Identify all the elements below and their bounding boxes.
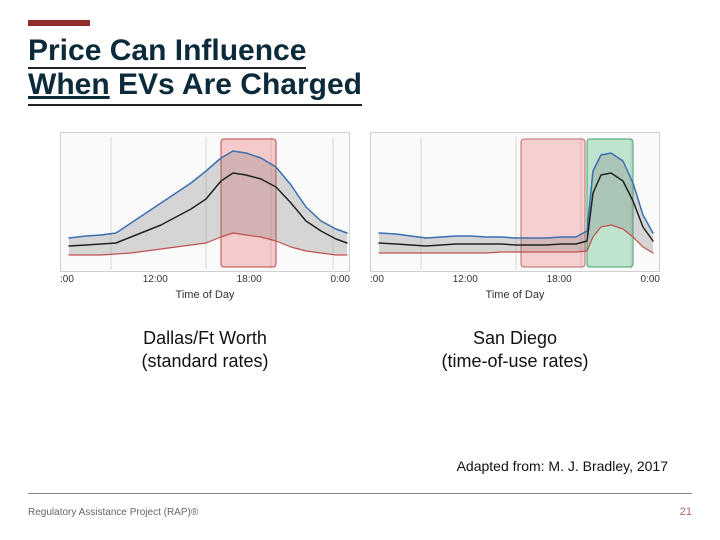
title-line1: Price Can Influence bbox=[28, 34, 306, 69]
tick: 18:00 bbox=[237, 274, 262, 285]
tick: :00 bbox=[370, 274, 384, 285]
label-line: Dallas/Ft Worth bbox=[143, 328, 267, 348]
title-rest: EVs Are Charged bbox=[110, 68, 362, 101]
chart-right-wrap: :00 12:00 18:00 0:00 Time of Day San Die… bbox=[370, 132, 660, 372]
chart-right bbox=[370, 132, 660, 272]
chart-right-label: San Diego (time-of-use rates) bbox=[441, 327, 588, 372]
title-line2: When EVs Are Charged bbox=[28, 68, 362, 106]
xticks-left: :00 12:00 18:00 0:00 bbox=[60, 274, 350, 285]
chart-left-label: Dallas/Ft Worth (standard rates) bbox=[141, 327, 268, 372]
label-line: (standard rates) bbox=[141, 351, 268, 371]
xlabel-left: Time of Day bbox=[176, 289, 235, 301]
xticks-right: :00 12:00 18:00 0:00 bbox=[370, 274, 660, 285]
label-line: San Diego bbox=[473, 328, 557, 348]
slide-title: Price Can Influence When EVs Are Charged bbox=[28, 34, 692, 106]
tick: 0:00 bbox=[641, 274, 660, 285]
charts-row: :00 12:00 18:00 0:00 Time of Day Dallas/… bbox=[28, 132, 692, 372]
page-number: 21 bbox=[680, 506, 692, 518]
title-when: When bbox=[28, 68, 110, 101]
chart-left-wrap: :00 12:00 18:00 0:00 Time of Day Dallas/… bbox=[60, 132, 350, 372]
footer-left: Regulatory Assistance Project (RAP)® bbox=[28, 507, 198, 518]
accent-bar bbox=[28, 20, 90, 26]
footer-rule bbox=[28, 493, 692, 494]
xlabel-right: Time of Day bbox=[486, 289, 545, 301]
chart-left bbox=[60, 132, 350, 272]
tick: :00 bbox=[60, 274, 74, 285]
citation: Adapted from: M. J. Bradley, 2017 bbox=[457, 458, 668, 474]
tick: 0:00 bbox=[331, 274, 350, 285]
tick: 12:00 bbox=[453, 274, 478, 285]
tick: 18:00 bbox=[547, 274, 572, 285]
tick: 12:00 bbox=[143, 274, 168, 285]
label-line: (time-of-use rates) bbox=[441, 351, 588, 371]
